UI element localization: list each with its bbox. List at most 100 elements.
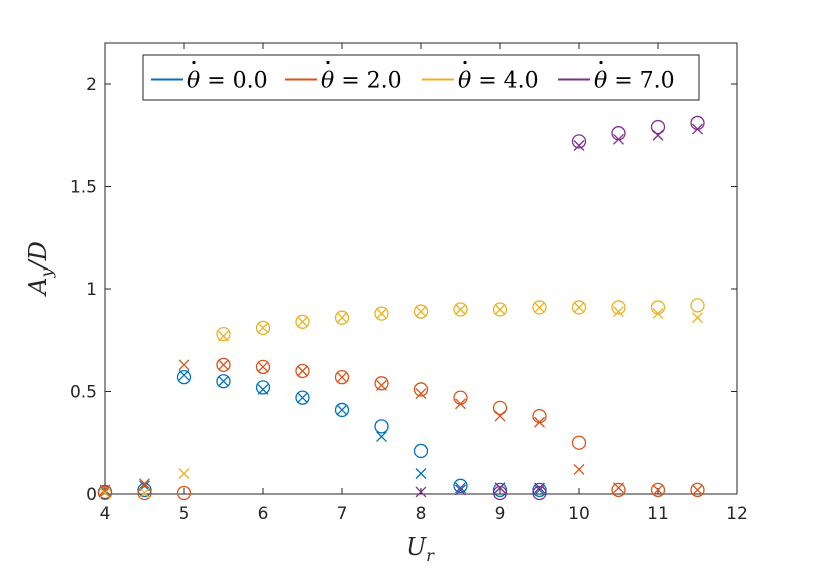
data-point-circle <box>532 300 547 315</box>
data-point-cross <box>534 301 545 313</box>
y-tick-label: 2 <box>86 75 97 95</box>
plot-axes: 4 5 6 7 8 9 10 11 12 0 0.5 1 1.5 2 <box>70 42 748 524</box>
data-point-cross <box>218 375 229 387</box>
data-point-circle <box>453 478 468 493</box>
data-point-cross <box>613 306 624 318</box>
data-point-circle <box>611 482 626 498</box>
data-point-circle <box>137 485 152 501</box>
y-tick-label: 1.5 <box>70 178 97 198</box>
x-tick-label: 8 <box>416 504 427 524</box>
data-point-circle <box>255 359 271 375</box>
data-point-circle <box>216 357 231 373</box>
data-point-cross <box>613 482 624 494</box>
data-point-circle <box>650 119 666 135</box>
data-point-cross <box>494 304 506 315</box>
x-axis-label: Ur <box>406 533 435 565</box>
data-point-circle <box>413 382 429 397</box>
data-point-cross <box>99 484 111 496</box>
data-point-circle <box>216 326 231 342</box>
data-point-cross <box>218 359 229 371</box>
x-tick-label: 5 <box>179 504 190 524</box>
data-point-cross <box>652 484 664 496</box>
data-point-circle <box>492 400 508 416</box>
data-point-cross <box>376 379 387 391</box>
data-point-cross <box>178 359 190 371</box>
data-point-cross <box>455 482 466 494</box>
data-point-circle <box>690 482 705 498</box>
data-point-circle <box>571 134 587 149</box>
x-tick-label: 12 <box>726 504 748 524</box>
y-tick-label: 0 <box>86 485 97 505</box>
data-point-cross <box>376 308 387 320</box>
data-point-cross <box>376 431 387 443</box>
data-point-cross <box>534 482 545 494</box>
legend-entry-label: θ = 0.0 <box>187 69 268 94</box>
data-point-cross <box>534 484 545 496</box>
data-point-cross <box>336 404 348 416</box>
data-point-cross <box>652 308 664 320</box>
y-tick-label: 1 <box>86 280 97 300</box>
legend-entry-label: θ = 2.0 <box>321 69 402 94</box>
data-point-circle <box>413 304 429 319</box>
data-point-cross <box>692 484 703 496</box>
data-point-cross <box>534 416 545 428</box>
data-point-cross <box>415 306 427 318</box>
data-point-cross <box>573 140 585 151</box>
data-point-circle <box>255 380 271 395</box>
series-group <box>415 115 705 501</box>
plot-marks <box>97 115 705 501</box>
data-point-circle <box>611 300 626 315</box>
data-point-cross <box>257 383 269 395</box>
data-point-circle <box>690 298 705 313</box>
data-point-cross <box>455 398 466 410</box>
x-tick-label: 10 <box>568 504 590 524</box>
data-point-circle <box>334 402 350 418</box>
data-point-circle <box>176 369 192 385</box>
data-point-cross <box>455 484 466 496</box>
data-point-cross <box>139 487 150 499</box>
data-point-cross <box>336 312 348 324</box>
data-point-circle <box>492 302 508 317</box>
data-point-cross <box>257 361 269 373</box>
x-tick-label: 7 <box>337 504 348 524</box>
x-tick-label: 11 <box>647 504 669 524</box>
y-tick-label: 0.5 <box>70 383 97 403</box>
data-point-circle <box>374 419 389 434</box>
axis-labels: Ur Ay/D <box>24 241 435 565</box>
data-point-cross <box>613 133 624 145</box>
theta-dot <box>599 60 603 65</box>
data-point-circle <box>374 376 389 391</box>
data-point-cross <box>692 123 703 135</box>
data-point-cross <box>573 463 585 475</box>
data-point-cross <box>297 316 308 328</box>
data-point-circle <box>176 485 192 501</box>
data-point-circle <box>453 302 468 317</box>
data-point-cross <box>652 129 664 141</box>
data-point-cross <box>218 330 229 342</box>
data-point-cross <box>336 371 348 383</box>
y-axis-label: Ay/D <box>24 241 56 297</box>
data-point-circle <box>374 306 389 321</box>
data-point-cross <box>139 478 150 490</box>
legend: θ = 0.0 θ = 2.0 θ = 4.0 θ = 7.0 <box>142 54 700 101</box>
x-tick-label: 4 <box>100 504 111 524</box>
data-point-circle <box>334 369 350 385</box>
theta-dot <box>326 60 330 65</box>
legend-entry-label: θ = 4.0 <box>458 69 539 94</box>
data-point-circle <box>295 363 310 379</box>
data-point-circle <box>216 374 231 389</box>
x-tick-label: 9 <box>495 504 506 524</box>
data-point-cross <box>573 301 585 313</box>
series-group <box>99 298 705 499</box>
series-group <box>97 369 547 500</box>
data-point-cross <box>297 365 308 377</box>
legend-entry-label: θ = 7.0 <box>594 69 675 94</box>
data-point-cross <box>415 486 427 498</box>
data-point-cross <box>99 487 111 499</box>
theta-dot <box>192 60 196 65</box>
data-point-cross <box>455 304 466 315</box>
data-point-cross <box>415 468 427 479</box>
data-point-circle <box>492 485 508 501</box>
data-point-cross <box>178 369 190 381</box>
